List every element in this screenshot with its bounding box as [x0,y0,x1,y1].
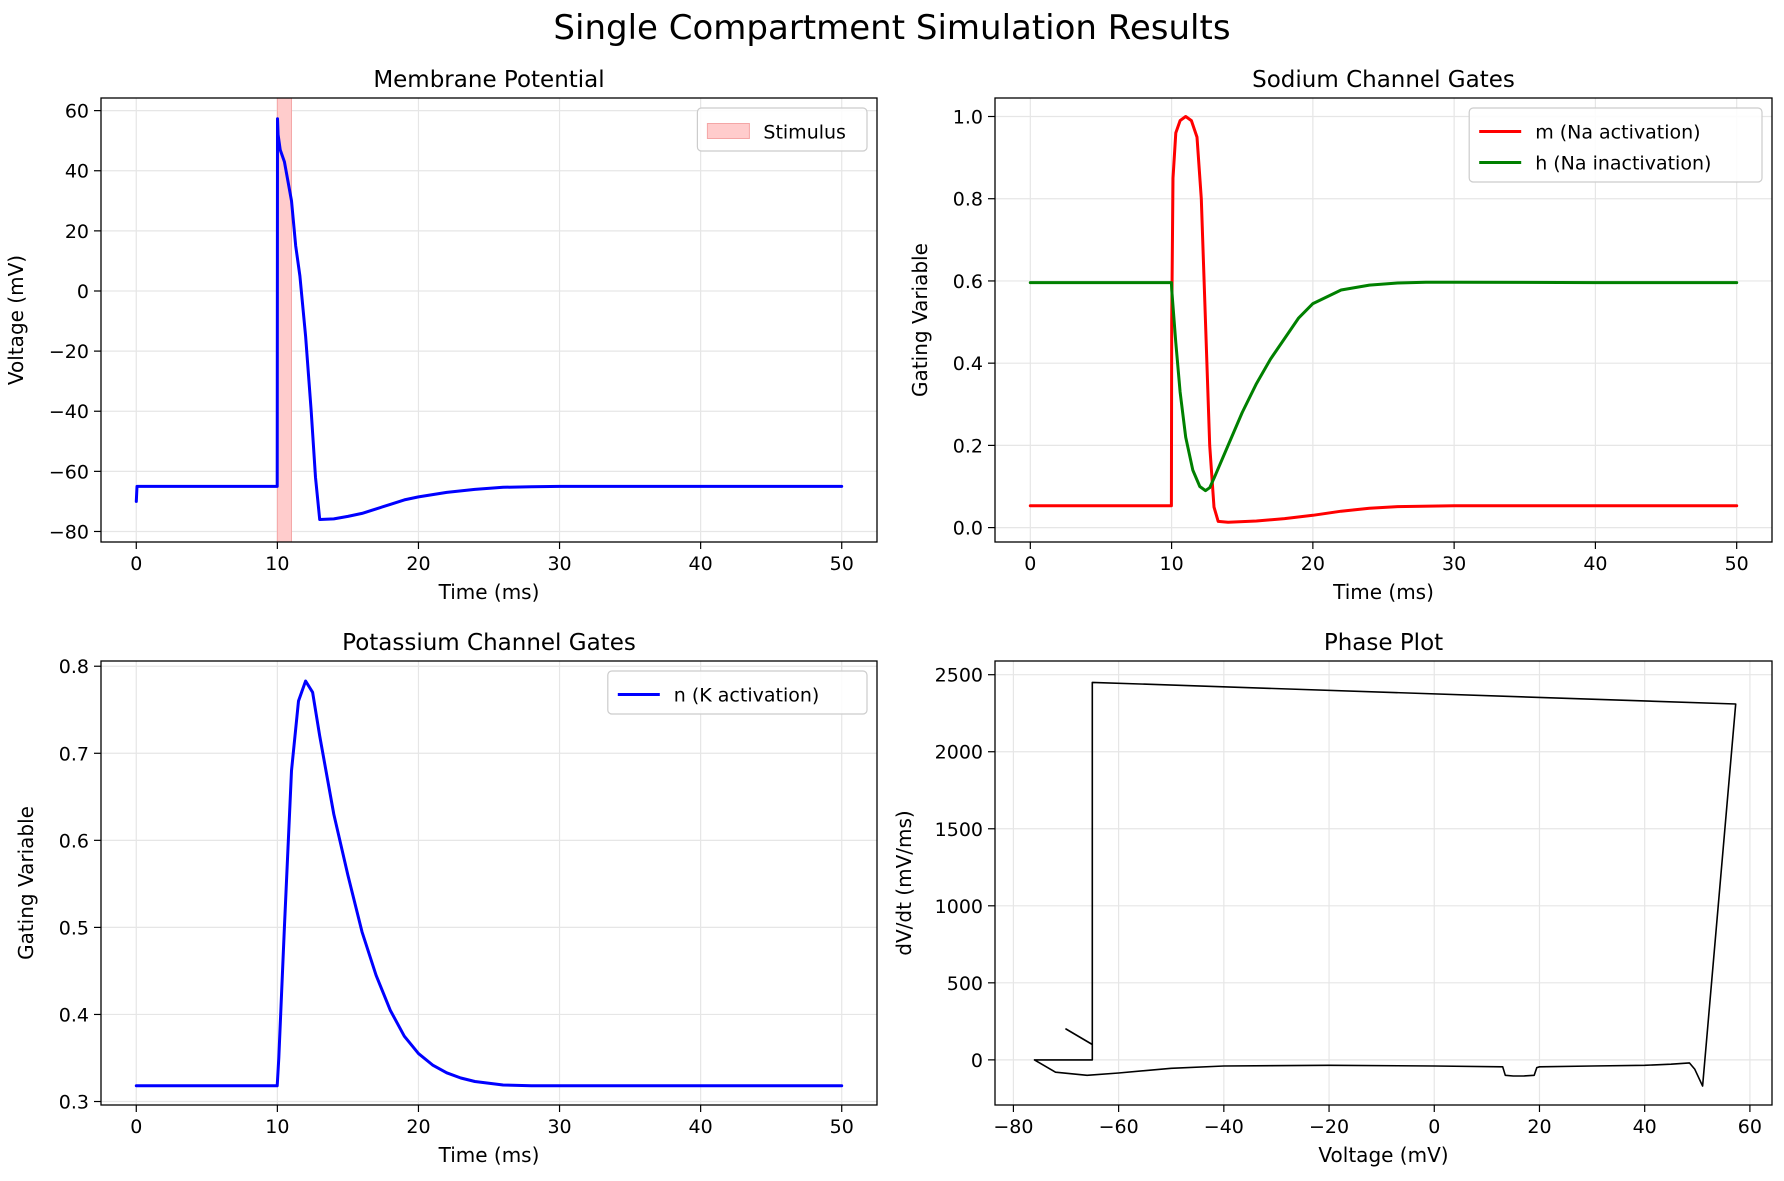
x-tick-label: 50 [830,1116,854,1138]
y-axis-label: Gating Variable [14,806,38,960]
x-tick-label: 10 [265,553,289,575]
y-tick-label: 2000 [935,742,983,764]
legend-box [696,107,868,152]
grid [101,98,877,542]
y-tick-label: 0.5 [59,917,89,939]
y-axis-label: dV/dt (mV/ms) [892,810,916,955]
legend-label: n (K activation) [674,685,820,707]
legend: Stimulus [696,107,868,152]
y-tick-label: 0.8 [953,189,983,211]
panel-title: Sodium Channel Gates [1252,67,1515,93]
series-line-1 [1033,681,1737,1087]
y-tick-label: 0.4 [953,353,983,375]
series-line-1 [134,117,844,521]
x-tick-label: 20 [406,1116,430,1138]
legend-label: h (Na inactivation) [1535,153,1711,175]
x-tick-label: 20 [1301,553,1325,575]
y-tick-label: 0.3 [59,1092,89,1114]
y-tick-label: 60 [65,101,89,123]
panel-title: Membrane Potential [373,67,604,93]
y-tick-label: 0 [971,1050,983,1072]
x-tick-label: 30 [547,1116,571,1138]
x-tick-label: 40 [689,1116,713,1138]
x-tick-label: 10 [1159,553,1183,575]
x-axis-label: Voltage (mV) [1318,1143,1448,1167]
x-tick-label: 0 [130,553,142,575]
y-tick-label: 0.2 [953,435,983,457]
y-tick-label: 1500 [935,819,983,841]
series-line-1 [134,679,844,1088]
grid [101,661,877,1105]
panel-title: Potassium Channel Gates [342,630,636,656]
axes-frame [100,97,878,543]
x-tick-label: 0 [1428,1116,1440,1138]
y-axis-label: Voltage (mV) [4,255,28,385]
y-tick-label: −40 [49,401,89,423]
legend-box [1468,107,1763,183]
x-axis-label: Time (ms) [1332,580,1434,604]
legend: m (Na activation) h (Na inactivation) [1468,107,1763,183]
grid [995,661,1772,1105]
legend-swatch [706,123,750,139]
x-tick-label: 20 [1527,1116,1551,1138]
x-tick-label: −40 [1204,1116,1244,1138]
x-axis-label: Time (ms) [438,1143,540,1167]
y-tick-label: 0.6 [59,830,89,852]
y-tick-label: −80 [49,521,89,543]
legend-label: m (Na activation) [1535,122,1700,144]
axes-frame [994,660,1773,1106]
y-tick-label: −60 [49,461,89,483]
series-line-1 [1028,115,1739,524]
x-tick-label: 40 [1633,1116,1657,1138]
y-tick-label: 2500 [935,665,983,687]
y-tick-label: 1000 [935,896,983,918]
y-tick-label: 1.0 [953,107,983,129]
x-tick-label: 40 [1583,553,1607,575]
y-tick-label: 0.4 [59,1004,89,1026]
y-tick-label: 500 [947,973,983,995]
x-tick-label: 30 [547,553,571,575]
x-tick-label: 30 [1442,553,1466,575]
y-tick-label: 40 [65,161,89,183]
y-tick-label: 0.6 [953,271,983,293]
y-tick-label: 0.0 [953,518,983,540]
x-tick-label: 60 [1738,1116,1762,1138]
x-tick-label: 50 [1725,553,1749,575]
x-axis-label: Time (ms) [438,580,540,604]
series-line-2 [1028,280,1739,493]
x-tick-label: −20 [1309,1116,1349,1138]
x-tick-label: 20 [406,553,430,575]
x-tick-label: 0 [130,1116,142,1138]
x-tick-label: −60 [1099,1116,1139,1138]
y-tick-label: 0.7 [59,743,89,765]
axes-frame [994,97,1773,543]
legend-box [607,670,868,715]
y-tick-label: 0 [77,281,89,303]
y-tick-label: −20 [49,341,89,363]
y-tick-label: 0.8 [59,656,89,678]
legend: n (K activation) [607,670,868,715]
x-tick-label: 40 [689,553,713,575]
x-tick-label: 0 [1024,553,1036,575]
y-tick-label: 20 [65,221,89,243]
x-tick-label: −80 [993,1116,1033,1138]
legend-label: Stimulus [763,122,846,144]
x-tick-label: 10 [265,1116,289,1138]
figure-title: Single Compartment Simulation Results [553,8,1231,48]
axes-frame [100,660,878,1106]
x-tick-label: 50 [830,553,854,575]
y-axis-label: Gating Variable [908,243,932,397]
panel-title: Phase Plot [1324,630,1443,656]
